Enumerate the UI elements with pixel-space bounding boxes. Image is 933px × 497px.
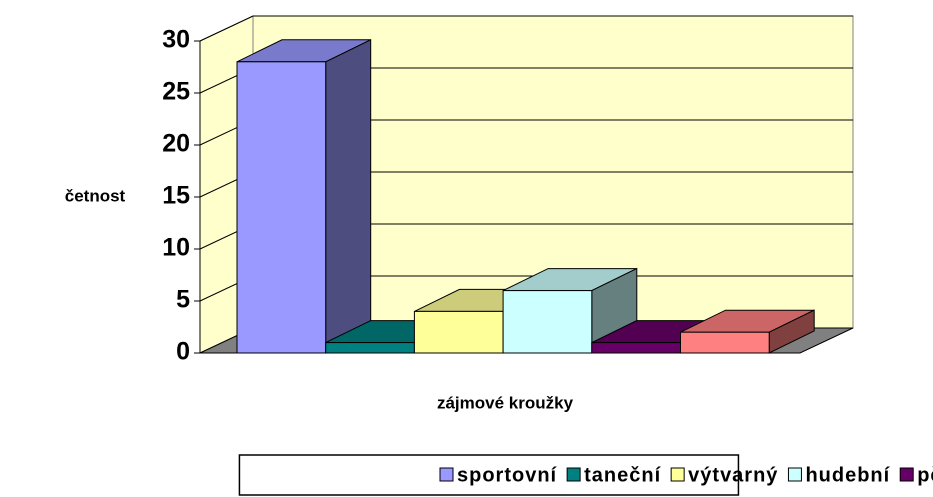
y-tick-label: 20 [162, 130, 190, 158]
legend-label: taneční [584, 464, 661, 486]
legend-box [238, 454, 740, 496]
bar-front [325, 342, 415, 354]
legend-swatch [787, 467, 802, 482]
bar-front [413, 310, 504, 354]
bar-front [680, 331, 770, 354]
bar-front [591, 342, 681, 354]
bar [502, 267, 638, 354]
y-tick-label: 25 [162, 78, 190, 106]
legend-swatch [899, 467, 914, 482]
legend: sportovnítanečnívýtvarnýhudebnípěveckýja… [238, 454, 933, 496]
y-tick-label: 5 [176, 286, 190, 314]
legend-label: hudební [805, 464, 890, 486]
y-tick-label: 0 [176, 338, 190, 366]
bar-side [325, 38, 372, 354]
legend-swatch [670, 467, 685, 482]
legend-swatch [439, 467, 454, 482]
bar [680, 309, 815, 354]
x-axis-label: zájmové kroužky [437, 393, 574, 412]
y-tick-label: 10 [162, 234, 190, 262]
y-tick-label: 15 [162, 182, 190, 210]
bar-front [502, 290, 593, 354]
legend-swatch [566, 467, 581, 482]
bar [236, 38, 372, 354]
legend-label: sportovní [457, 464, 558, 486]
y-axis-label: četnost [65, 186, 126, 205]
bar-front [236, 61, 327, 354]
grid-line [199, 15, 853, 42]
legend-label: pěvecký [917, 464, 933, 486]
y-tick-label: 30 [162, 26, 190, 54]
legend-label: výtvarný [688, 464, 778, 486]
